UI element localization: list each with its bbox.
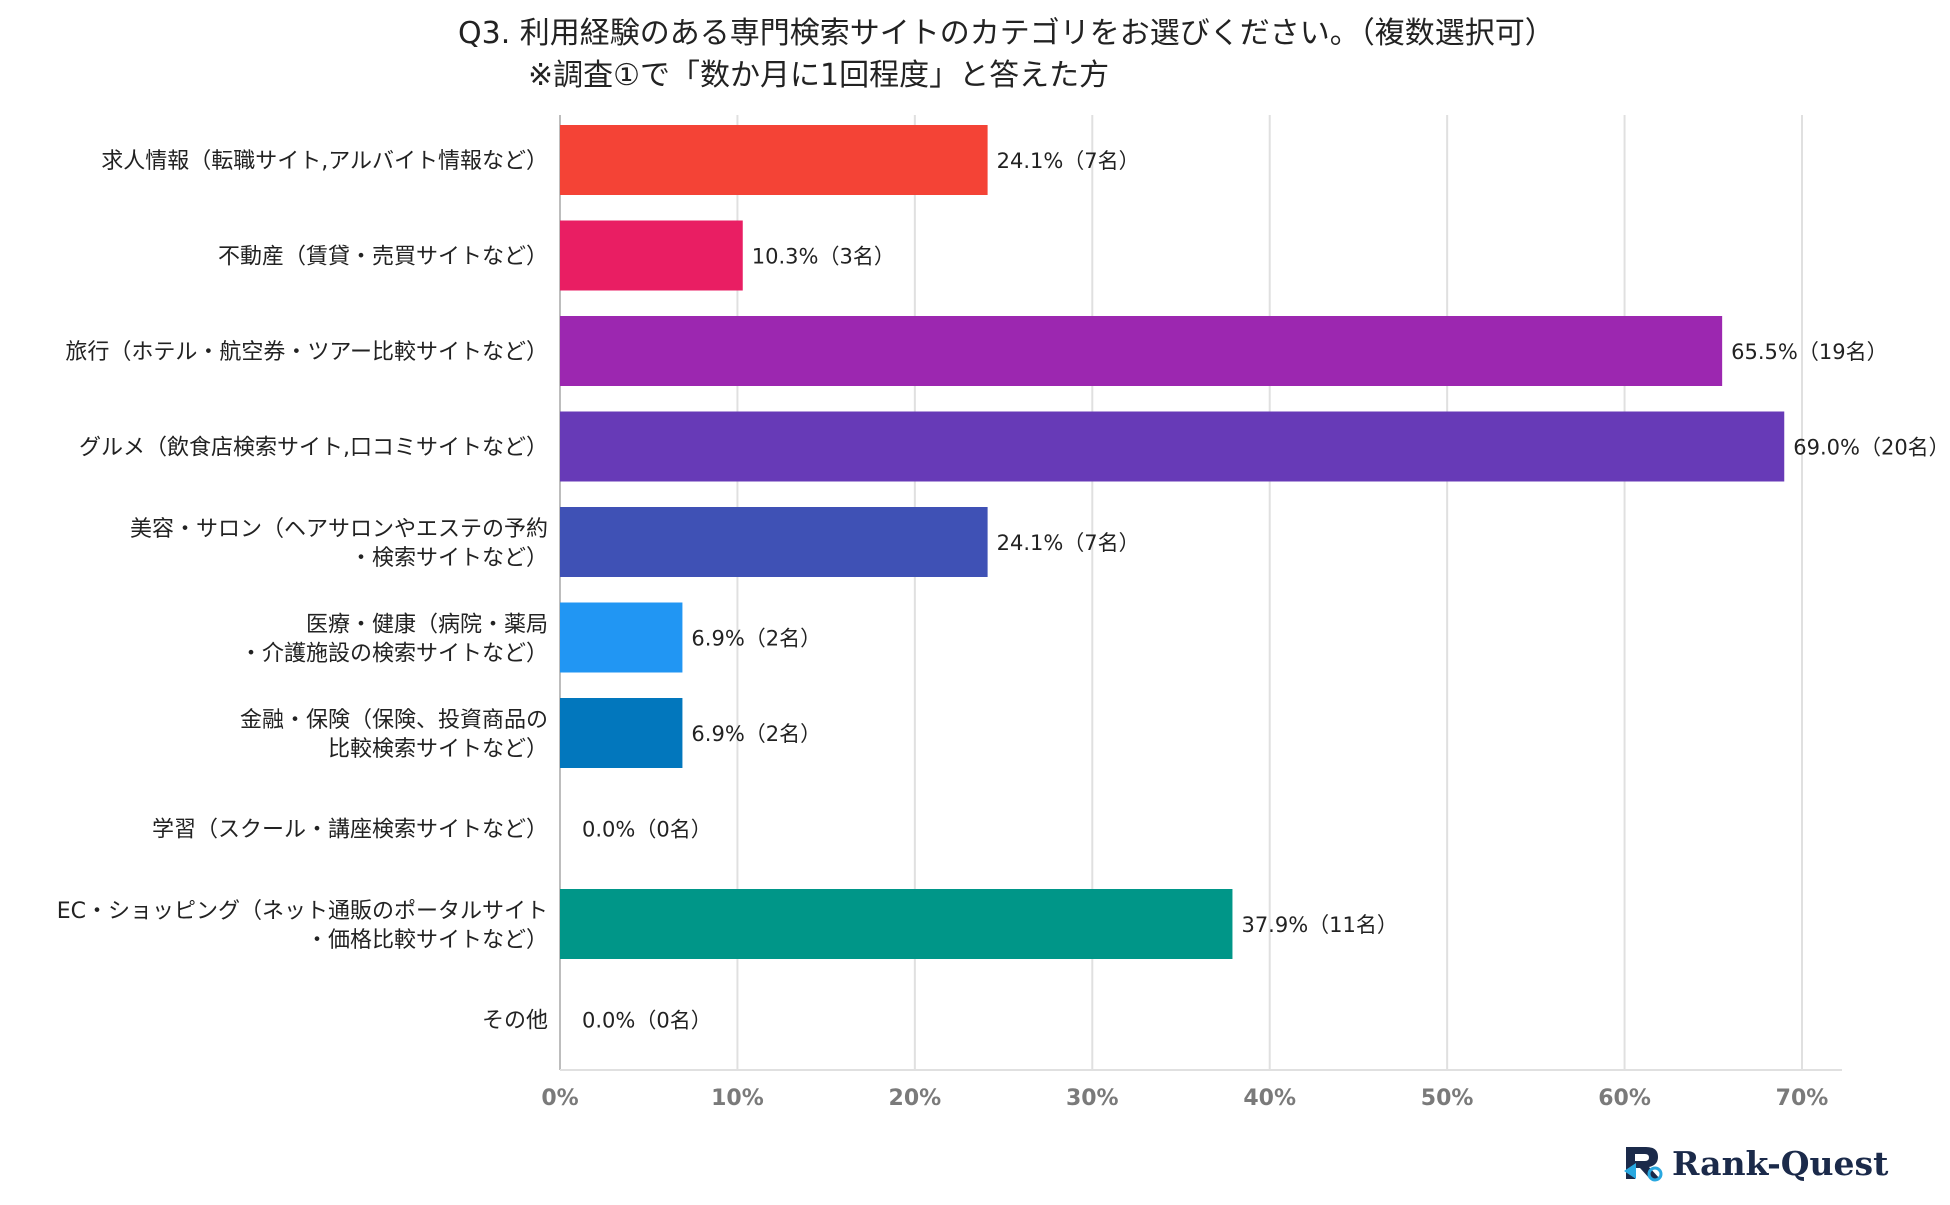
bar (560, 220, 743, 291)
category-label-line: ・介護施設の検索サイトなど） (240, 642, 548, 667)
data-label: 6.9%（2名） (691, 722, 821, 746)
x-tick-label: 20% (889, 1086, 942, 1111)
category-label: グルメ（飲食店検索サイト,口コミサイトなど） (79, 436, 548, 461)
chart-subtitle: ※調査①で「数か月に1回程度」と答えた方 (528, 58, 1110, 93)
category-label: 美容・サロン（ヘアサロンやエステの予約・検索サイトなど） (130, 517, 548, 571)
bar (560, 316, 1723, 386)
brand-name: Rank-Quest (1672, 1143, 1889, 1183)
data-labels: 24.1%（7名） 10.3%（3名） 65.5%（19名） 69.0%（20名） 24… (582, 149, 1950, 1033)
category-label: その他 (482, 1009, 548, 1034)
category-label-line: ・価格比較サイトなど） (306, 928, 548, 953)
data-label: 0.0%（0名） (582, 818, 712, 842)
data-label: 0.0%（0名） (582, 1009, 712, 1033)
data-label: 69.0%（20名） (1793, 436, 1949, 460)
data-label: 37.9%（11名） (1241, 913, 1397, 937)
bar (560, 889, 1233, 959)
data-label: 24.1%（7名） (997, 149, 1140, 173)
bar (560, 411, 1785, 482)
category-labels: 求人情報（転職サイト,アルバイト情報など） 不動産（賃貸・売買サイトなど） 旅行（ホ… (57, 149, 548, 1034)
bar (560, 698, 683, 768)
category-label-line: 金融・保険（保険、投資商品の (240, 708, 548, 733)
x-tick-label: 60% (1598, 1086, 1651, 1111)
brand-logo: Rank-Quest (1622, 1140, 1888, 1186)
data-label: 10.3%（3名） (752, 245, 895, 269)
category-label: 学習（スクール・講座検索サイトなど） (152, 818, 548, 843)
x-tick-label: 10% (711, 1086, 764, 1111)
category-label-line: 美容・サロン（ヘアサロンやエステの予約 (130, 517, 548, 542)
x-tick-label: 0% (541, 1086, 578, 1111)
category-label-line: 比較検索サイトなど） (328, 737, 548, 762)
x-tick-label: 50% (1421, 1086, 1474, 1111)
category-label: 旅行（ホテル・航空券・ツアー比較サイトなど） (65, 340, 548, 365)
x-tick-label: 70% (1776, 1086, 1829, 1111)
category-label: 医療・健康（病院・薬局・介護施設の検索サイトなど） (240, 613, 548, 667)
category-label: 求人情報（転職サイト,アルバイト情報など） (101, 149, 548, 174)
category-label-line: 医療・健康（病院・薬局 (306, 613, 548, 638)
chart-title: Q3. 利用経験のある専門検索サイトのカテゴリをお選びください。（複数選択可） (458, 16, 1555, 51)
bars (560, 125, 1785, 959)
rank-quest-logo-icon (1624, 1147, 1663, 1182)
category-label: EC・ショッピング（ネット通販のポータルサイト・価格比較サイトなど） (57, 899, 548, 953)
data-label: 24.1%（7名） (997, 531, 1140, 555)
bar (560, 507, 988, 577)
category-label-line: ・検索サイトなど） (350, 546, 548, 571)
x-axis-ticks: 0% 10% 20% 30% 40% 50% 60% 70% (541, 1086, 1828, 1111)
category-label: 不動産（賃貸・売買サイトなど） (218, 245, 548, 270)
data-label: 65.5%（19名） (1731, 340, 1887, 364)
x-tick-label: 40% (1243, 1086, 1296, 1111)
data-label: 6.9%（2名） (691, 627, 821, 651)
x-tick-label: 30% (1066, 1086, 1119, 1111)
category-label-line: EC・ショッピング（ネット通販のポータルサイト (57, 899, 548, 924)
bar (560, 125, 988, 195)
bar (560, 602, 683, 673)
category-label: 金融・保険（保険、投資商品の比較検索サイトなど） (240, 708, 548, 762)
